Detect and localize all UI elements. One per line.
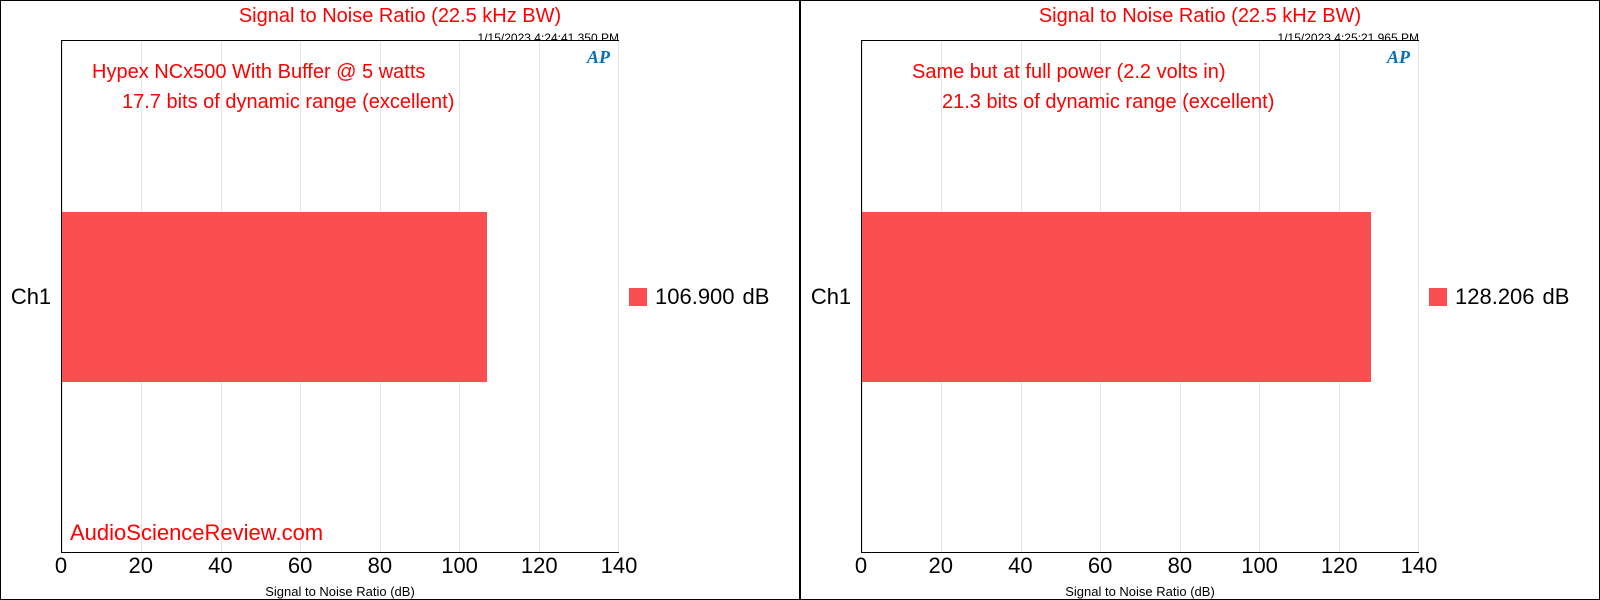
annotation-line-2: 21.3 bits of dynamic range (excellent)	[942, 91, 1274, 114]
legend-unit: dB	[1543, 284, 1570, 310]
chart-title: Signal to Noise Ratio (22.5 kHz BW)	[1, 1, 799, 28]
x-axis: Signal to Noise Ratio (dB) 0 20 40 60 80 100 1…	[801, 553, 1599, 599]
x-tick: 80	[368, 553, 392, 579]
legend: 128.206 dB	[1419, 40, 1599, 553]
bar-ch1	[62, 212, 487, 382]
plot-row: Ch1 AP Same but at full power (2.2 volts …	[801, 28, 1599, 553]
x-tick: 140	[1401, 553, 1438, 579]
x-tick: 40	[1008, 553, 1032, 579]
x-tick: 0	[855, 553, 867, 579]
x-tick: 100	[1241, 553, 1278, 579]
x-tick: 20	[128, 553, 152, 579]
x-tick: 140	[601, 553, 638, 579]
annotation-line-1: Hypex NCx500 With Buffer @ 5 watts	[92, 61, 425, 84]
plot-row: Ch1 AP Hypex NCx500 With Buffer @ 5 watts…	[1, 28, 799, 553]
annotation-line-2: 17.7 bits of dynamic range (excellent)	[122, 91, 454, 114]
annotation-line-1: Same but at full power (2.2 volts in)	[912, 61, 1225, 84]
legend-unit: dB	[743, 284, 770, 310]
legend-swatch-icon	[629, 288, 647, 306]
bar-ch1	[862, 212, 1371, 382]
legend-swatch-icon	[1429, 288, 1447, 306]
x-axis-label: Signal to Noise Ratio (dB)	[265, 584, 415, 599]
chart-panel-right: Signal to Noise Ratio (22.5 kHz BW) 1/15…	[800, 0, 1600, 600]
x-tick: 80	[1168, 553, 1192, 579]
chart-title: Signal to Noise Ratio (22.5 kHz BW)	[801, 1, 1599, 28]
gridline	[618, 41, 619, 552]
x-tick: 0	[55, 553, 67, 579]
y-axis-label: Ch1	[1, 40, 61, 553]
x-tick: 120	[521, 553, 558, 579]
legend-value: 106.900	[655, 284, 735, 310]
x-tick: 100	[441, 553, 478, 579]
y-axis-label: Ch1	[801, 40, 861, 553]
gridline	[539, 41, 540, 552]
legend: 106.900 dB	[619, 40, 799, 553]
x-tick: 60	[1088, 553, 1112, 579]
ap-logo-icon: AP	[1387, 47, 1410, 68]
chart-panel-left: Signal to Noise Ratio (22.5 kHz BW) 1/15…	[0, 0, 800, 600]
gridline	[1418, 41, 1419, 552]
watermark-text: AudioScienceReview.com	[70, 520, 323, 546]
plot-area: AP Hypex NCx500 With Buffer @ 5 watts 17.7…	[61, 40, 619, 553]
x-axis-label: Signal to Noise Ratio (dB)	[1065, 584, 1215, 599]
x-tick: 20	[928, 553, 952, 579]
x-axis-ticks: Signal to Noise Ratio (dB) 0204060801001…	[61, 553, 619, 599]
legend-value: 128.206	[1455, 284, 1535, 310]
x-tick: 60	[288, 553, 312, 579]
x-axis-ticks: Signal to Noise Ratio (dB) 0204060801001…	[861, 553, 1419, 599]
plot-area: AP Same but at full power (2.2 volts in) 2…	[861, 40, 1419, 553]
x-tick: 40	[208, 553, 232, 579]
ap-logo-icon: AP	[587, 47, 610, 68]
x-tick: 120	[1321, 553, 1358, 579]
x-axis: Signal to Noise Ratio (dB) 0 20 40 60 80 100 1…	[1, 553, 799, 599]
